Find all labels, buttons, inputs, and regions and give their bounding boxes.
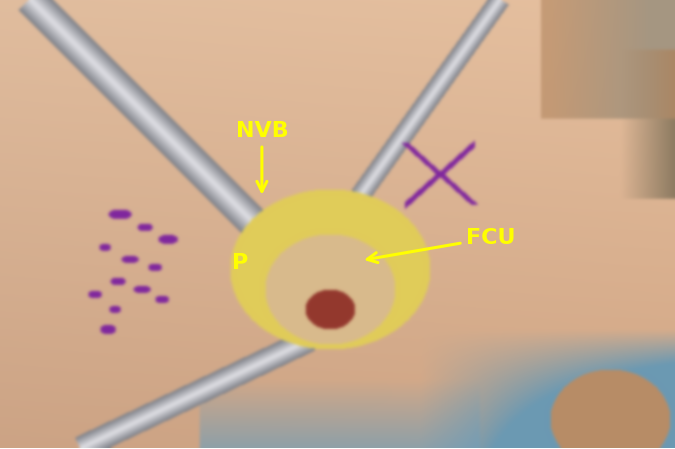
Text: NVB: NVB <box>236 121 288 191</box>
Text: P: P <box>232 253 248 273</box>
Text: FCU: FCU <box>367 228 515 263</box>
